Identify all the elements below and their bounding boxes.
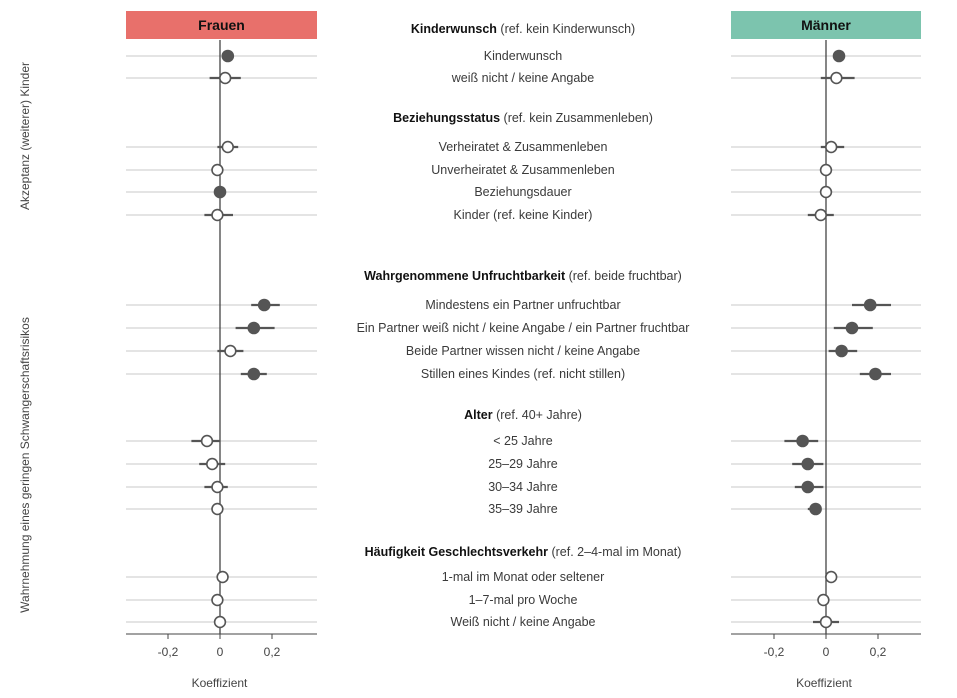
group-header: Wahrgenommene Unfruchtbarkeit (ref. beid… [364,269,682,283]
x-tick-label: 0,2 [264,645,281,659]
estimate-point [835,344,848,358]
estimate-point [213,185,227,199]
estimate-point [224,344,237,358]
row-label: weiß nicht / keine Angabe [451,71,594,85]
group-header: Häufigkeit Geschlechtsverkehr (ref. 2–4-… [365,545,682,559]
row-label: Beide Partner wissen nicht / keine Angab… [406,344,640,358]
x-tick-label: -0,2 [158,645,179,659]
row-label: Verheiratet & Zusammenleben [439,140,608,154]
estimate-point [211,208,224,222]
estimate-point [211,480,224,494]
row-label: Kinderwunsch [484,49,563,63]
estimate-point [832,49,846,63]
row-label: 1–7-mal pro Woche [469,593,578,607]
group-header: Beziehungsstatus (ref. kein Zusammenlebe… [393,111,653,125]
estimate-point [257,298,271,312]
estimate-point [211,163,224,177]
estimate-point [219,71,232,85]
group-header: Alter (ref. 40+ Jahre) [464,408,582,422]
estimate-point [247,367,261,381]
estimate-point [819,163,833,177]
estimate-point [213,615,227,629]
row-label: 30–34 Jahre [488,480,558,494]
row-label: Beziehungsdauer [474,185,571,199]
row-label: Ein Partner weiß nicht / keine Angabe / … [357,321,690,335]
panel-title: Männer [801,17,851,33]
estimate-point [819,615,833,629]
estimate-point [200,434,214,448]
x-axis-title: Koeffizient [192,676,248,690]
estimate-point [216,570,229,584]
estimate-point [801,480,815,494]
estimate-point [796,434,809,448]
panel-title: Frauen [198,17,245,33]
x-tick-label: 0 [217,645,224,659]
estimate-point [801,457,815,471]
estimate-point [863,298,877,312]
row-label: Kinder (ref. keine Kinder) [454,208,593,222]
estimate-point [830,71,843,85]
estimate-point [817,593,830,607]
row-label: 35–39 Jahre [488,502,558,516]
estimate-point [221,140,235,154]
estimate-point [824,140,838,154]
row-label: Stillen eines Kindes (ref. nicht stillen… [421,367,625,381]
estimate-point [211,502,224,516]
estimate-point [869,367,882,381]
row-label: Unverheiratet & Zusammenleben [431,163,614,177]
row-label: < 25 Jahre [493,434,552,448]
x-tick-label: 0 [823,645,830,659]
side-label: Wahrnehmung eines geringen Schwangerscha… [18,317,32,613]
row-label: Mindestens ein Partner unfruchtbar [425,298,620,312]
estimate-point [824,570,838,584]
row-label: Weiß nicht / keine Angabe [451,615,596,629]
panel-header-frauen [126,11,317,39]
estimate-point [809,502,822,516]
group-header: Kinderwunsch (ref. kein Kinderwunsch) [411,22,635,36]
estimate-point [819,185,833,199]
estimate-point [247,321,261,335]
panel-header-männer [731,11,921,39]
estimate-point [814,208,827,222]
x-tick-label: -0,2 [764,645,785,659]
side-label: Akzeptanz (weiterer) Kinder [18,62,32,210]
estimate-point [845,321,859,335]
row-label: 1-mal im Monat oder seltener [442,570,605,584]
estimate-point [206,457,219,471]
estimate-point [221,49,235,63]
row-label: 25–29 Jahre [488,457,558,471]
x-axis-title: Koeffizient [796,676,852,690]
x-tick-label: 0,2 [870,645,887,659]
estimate-point [211,593,224,607]
